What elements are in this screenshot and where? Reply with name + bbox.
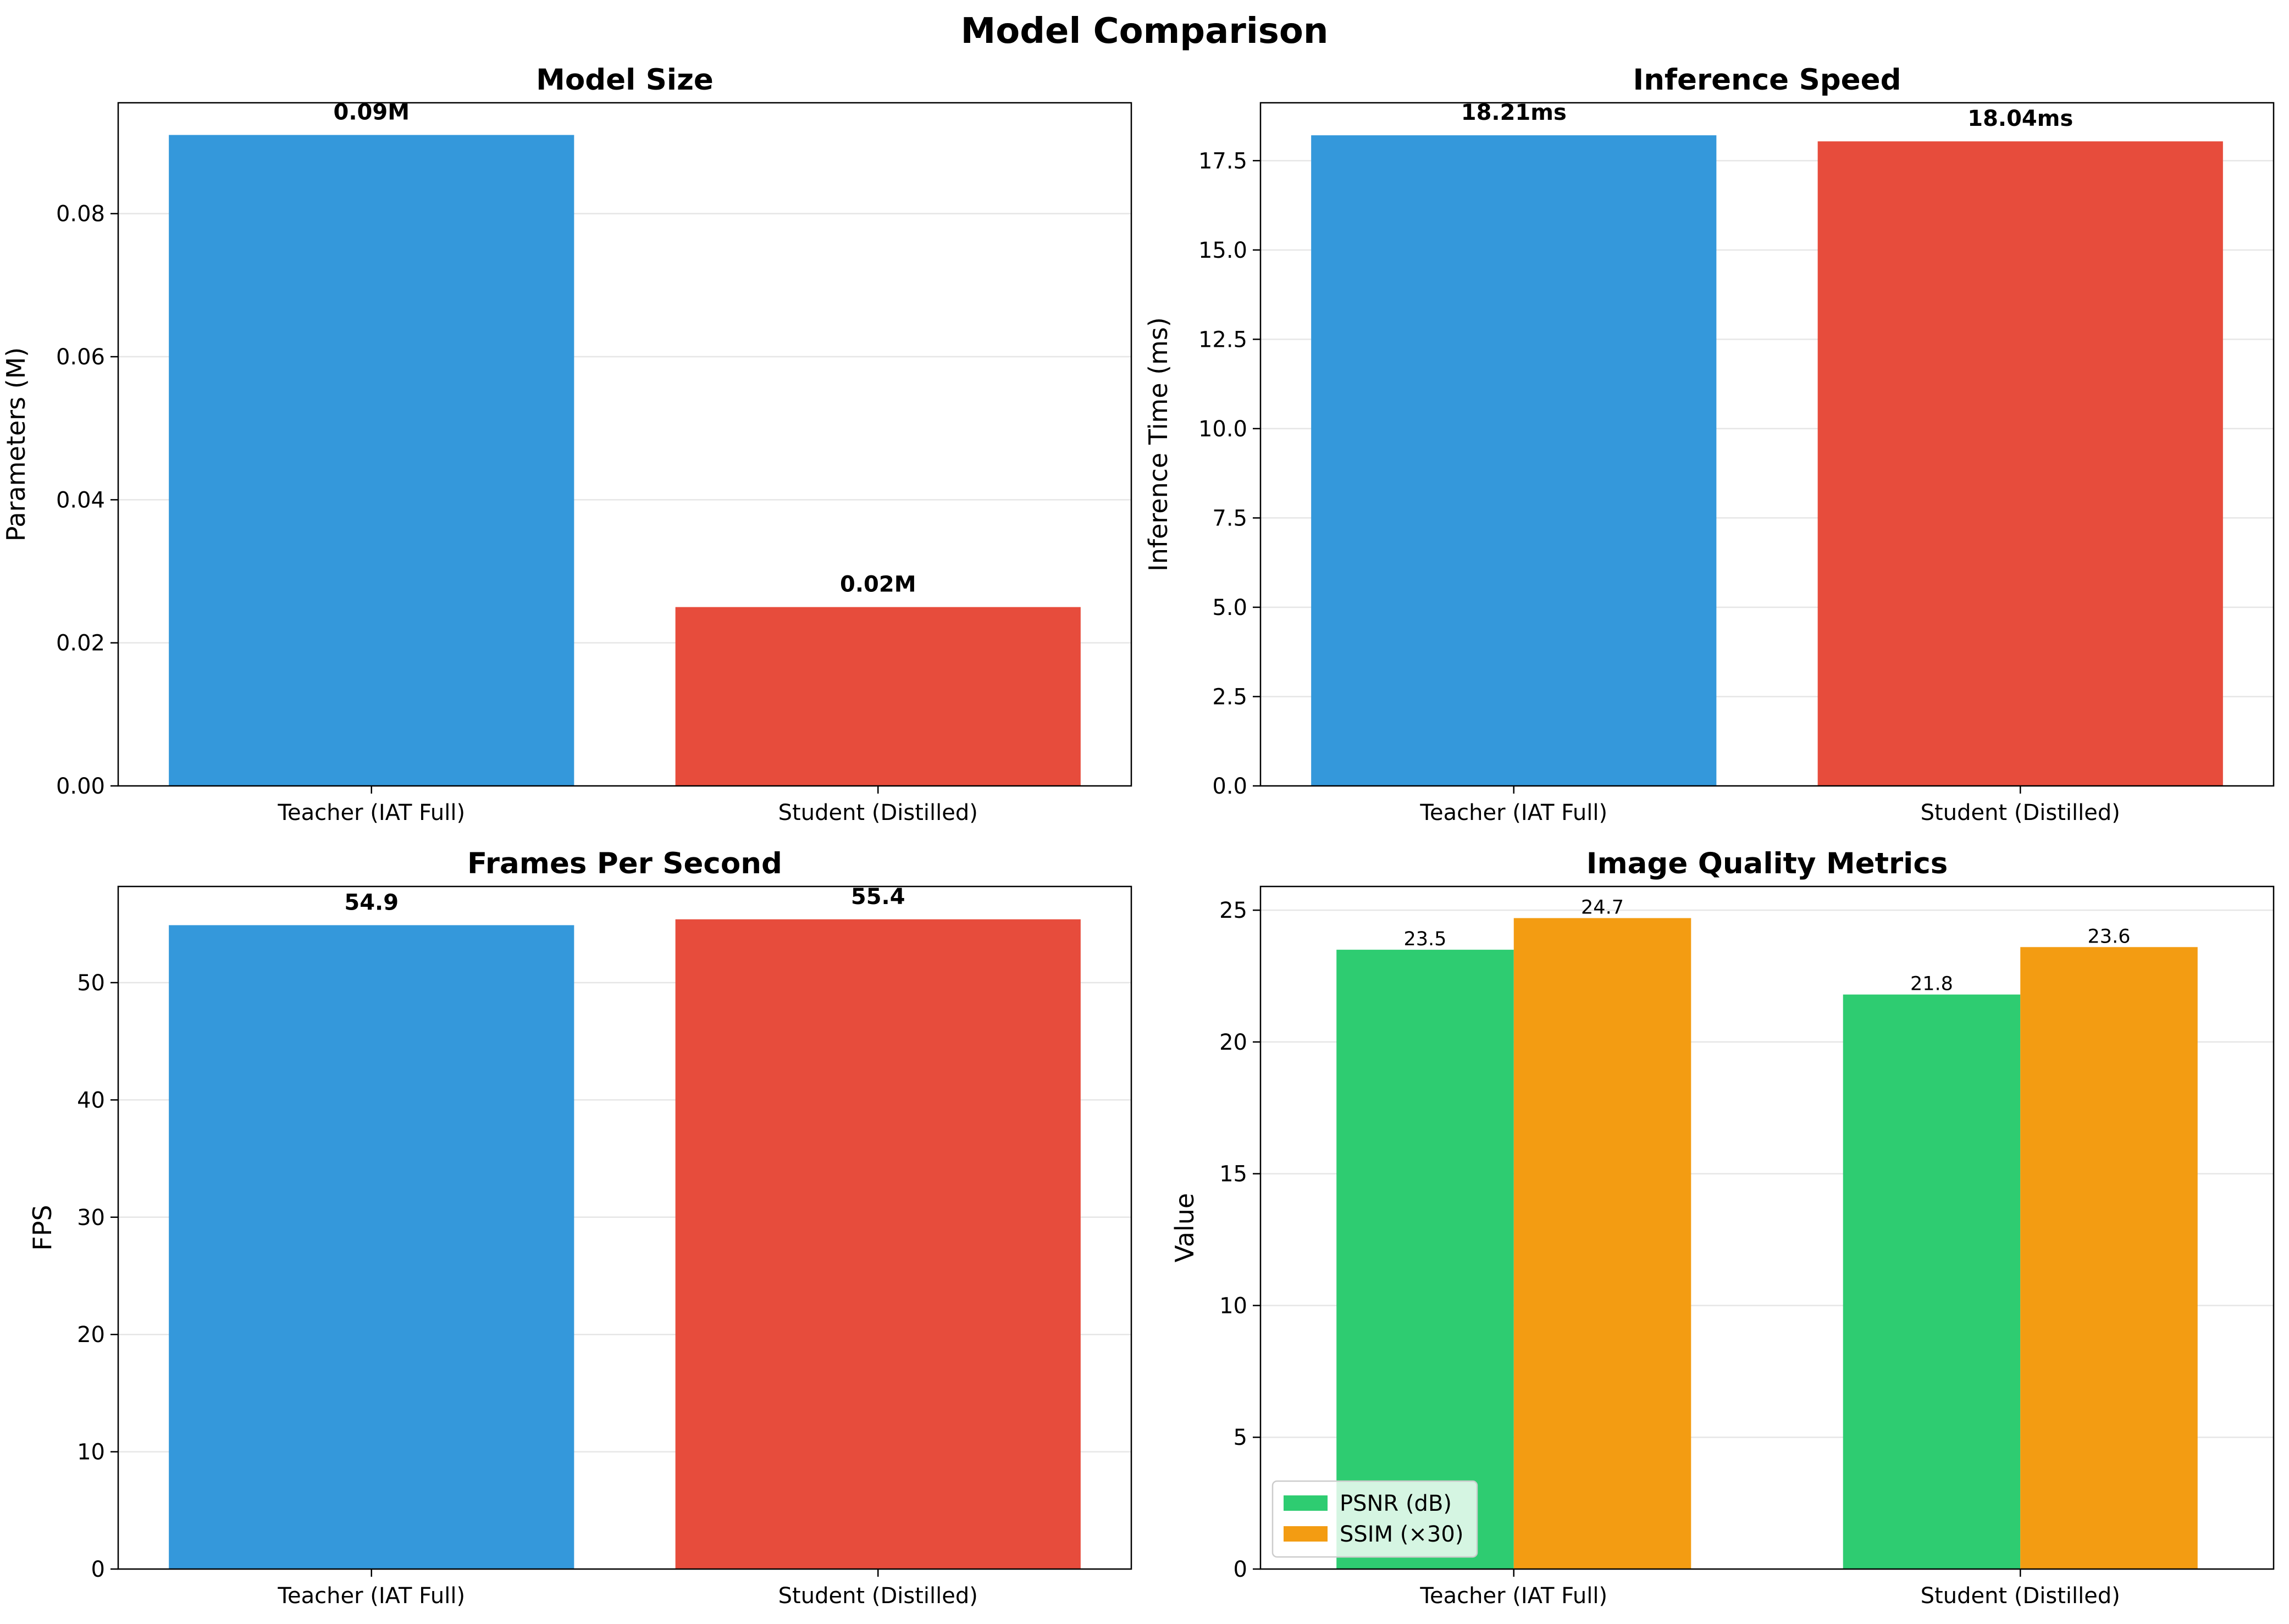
y-tick-label: 50: [77, 971, 105, 996]
x-tick-label: Teacher (IAT Full): [277, 1583, 465, 1609]
bar-teacher: [169, 135, 574, 786]
x-tick-label: Student (Distilled): [1921, 800, 2120, 825]
bar-ssim: [2020, 947, 2198, 1569]
bar-student: [1817, 141, 2223, 786]
chart-image-quality: 0 5 10 15 20 25 23.5 21.8 24.7 23.6 Teacher (IAT F…: [1170, 847, 2275, 1609]
y-tick-label: 0: [91, 1557, 105, 1582]
data-label: 55.4: [851, 884, 905, 910]
y-tick-label: 0.04: [56, 487, 105, 513]
data-label: 23.6: [2088, 925, 2131, 947]
y-tick-label: 0.06: [56, 345, 105, 370]
chart-inference-speed: 0.0 2.5 5.0 7.5 10.0 12.5 15.0 17.5 18.21ms 18.04…: [1143, 63, 2275, 825]
data-label: 18.04ms: [1967, 106, 2073, 131]
y-tick-label: 30: [77, 1205, 105, 1231]
bar-ssim: [1513, 918, 1691, 1569]
y-tick-label: 10: [77, 1440, 105, 1465]
chart-title: Model Size: [536, 63, 714, 97]
y-axis-label: Value: [1170, 1193, 1199, 1262]
y-tick-label: 15: [1219, 1162, 1247, 1187]
axes-frame: [1259, 885, 2275, 1570]
bar-psnr: [1843, 994, 2021, 1569]
y-tick-label: 15.0: [1198, 238, 1247, 263]
data-label: 0.02M: [840, 572, 916, 597]
legend-label: PSNR (dB): [1340, 1491, 1452, 1516]
y-axis-label: Inference Time (ms): [1143, 317, 1173, 572]
y-tick-label: 0.08: [56, 202, 105, 227]
y-tick-label: 25: [1219, 898, 1247, 923]
axes-frame: [117, 102, 1132, 787]
legend-label: SSIM (×30): [1340, 1522, 1463, 1547]
y-tick-label: 0.02: [56, 631, 105, 656]
y-tick-label: 5: [1234, 1425, 1247, 1450]
axes-frame: [117, 885, 1132, 1570]
figure-title: Model Comparison: [961, 11, 1329, 52]
y-tick-label: 0: [1234, 1557, 1247, 1582]
y-tick-label: 12.5: [1198, 327, 1247, 352]
y-tick-label: 20: [1219, 1030, 1247, 1055]
data-label: 54.9: [344, 890, 399, 915]
y-tick-label: 7.5: [1212, 506, 1247, 531]
chart-fps: 0 10 20 30 40 50 54.9 55.4 Teacher (IAT Full) Stu…: [27, 847, 1132, 1609]
y-tick-label: 10: [1219, 1293, 1247, 1318]
x-tick-label: Teacher (IAT Full): [277, 800, 465, 825]
y-tick-label: 10.0: [1198, 417, 1247, 442]
data-label: 0.09M: [334, 100, 410, 125]
y-tick-label: 0.00: [56, 774, 105, 799]
chart-model-size: 0.00 0.02 0.04 0.06 0.08 0.09M 0.02M Teacher (I…: [1, 63, 1132, 825]
data-label: 24.7: [1581, 897, 1624, 919]
chart-title: Image Quality Metrics: [1586, 847, 1948, 880]
x-tick-label: Student (Distilled): [778, 800, 978, 825]
y-tick-label: 2.5: [1212, 684, 1247, 710]
bar-teacher: [1311, 135, 1717, 786]
data-label: 18.21ms: [1461, 100, 1567, 125]
bar-psnr: [1336, 950, 1514, 1569]
x-tick-label: Teacher (IAT Full): [1419, 800, 1607, 825]
y-tick-label: 40: [77, 1088, 105, 1113]
chart-title: Frames Per Second: [467, 847, 782, 880]
x-tick-label: Student (Distilled): [778, 1583, 978, 1609]
y-tick-label: 17.5: [1198, 148, 1247, 174]
chart-title: Inference Speed: [1633, 63, 1901, 97]
bar-student: [675, 607, 1081, 786]
bar-teacher: [169, 925, 574, 1569]
legend-swatch: [1284, 1526, 1328, 1542]
legend-swatch: [1284, 1495, 1328, 1511]
y-axis-label: FPS: [27, 1205, 57, 1250]
bar-student: [675, 919, 1081, 1569]
y-axis-label: Parameters (M): [1, 347, 31, 542]
data-label: 23.5: [1404, 928, 1447, 950]
y-tick-label: 20: [77, 1322, 105, 1348]
x-tick-label: Student (Distilled): [1921, 1583, 2120, 1609]
data-label: 21.8: [1910, 973, 1953, 995]
x-tick-label: Teacher (IAT Full): [1419, 1583, 1607, 1609]
legend: PSNR (dB) SSIM (×30): [1271, 1480, 1478, 1558]
y-tick-label: 5.0: [1212, 595, 1247, 620]
axes-frame: [1259, 102, 2275, 787]
y-tick-label: 0.0: [1212, 774, 1247, 799]
